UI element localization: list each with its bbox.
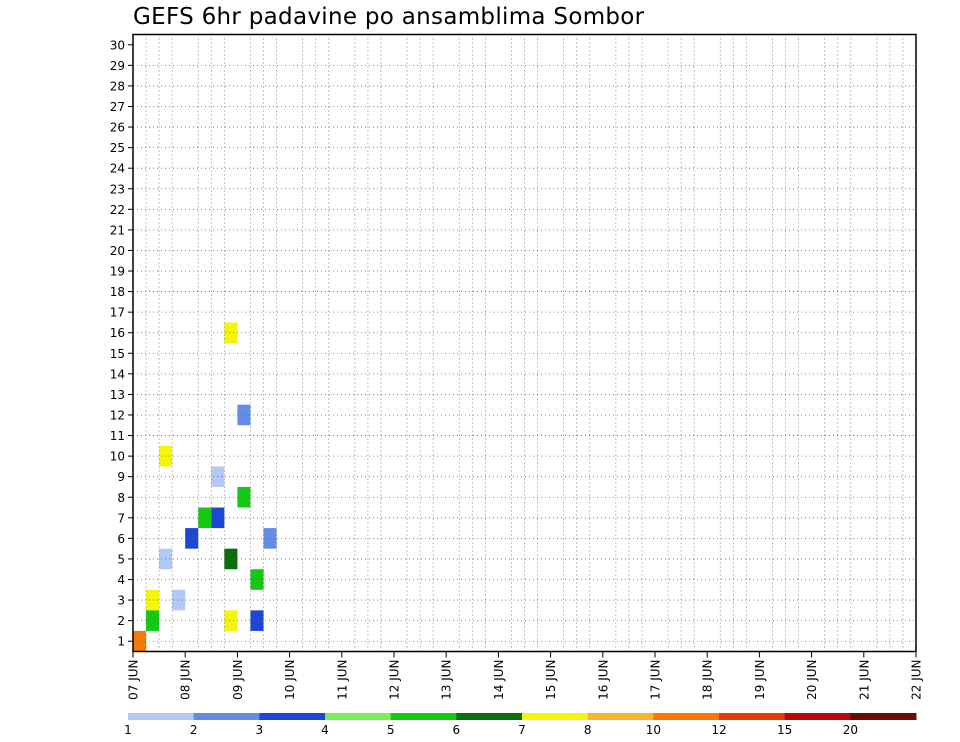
heatmap-cell: [146, 589, 160, 611]
y-tick-label: 7: [117, 511, 125, 525]
y-tick-label: 11: [110, 429, 125, 443]
x-tick-label: 09 JUN: [231, 660, 245, 700]
x-tick-label: 07 JUN: [127, 660, 141, 700]
colorbar-label: 20: [843, 723, 858, 737]
heatmap-cells: [133, 322, 277, 652]
heatmap-cell: [237, 404, 251, 426]
y-tick-label: 21: [110, 223, 125, 237]
colorbar-label: 5: [387, 723, 395, 737]
y-tick-label: 12: [110, 408, 125, 422]
y-tick-label: 25: [110, 141, 125, 155]
heatmap-cell: [198, 507, 212, 529]
heatmap-cell: [146, 610, 160, 631]
colorbar-swatch: [193, 713, 260, 720]
y-tick-label: 1: [117, 635, 125, 649]
y-tick-label: 6: [117, 532, 125, 546]
y-tick-label: 14: [110, 367, 125, 381]
x-axis: 07 JUN 08 JUN 09 JUN 10 JUN 11 JUN 12 JUN 13 J…: [127, 651, 924, 700]
grid-lines: [133, 34, 916, 652]
heatmap-cell: [237, 486, 251, 508]
colorbar-label: 1: [124, 723, 132, 737]
colorbar-swatch: [325, 713, 392, 720]
y-tick-label: 3: [117, 594, 125, 608]
colorbar-label: 2: [190, 723, 198, 737]
y-tick-label: 16: [110, 326, 125, 340]
chart-title: GEFS 6hr padavine po ansamblima Sombor: [133, 4, 645, 30]
y-tick-label: 2: [117, 614, 125, 628]
colorbar-label: 7: [518, 723, 526, 737]
y-tick-label: 27: [110, 100, 125, 114]
y-tick-label: 8: [117, 491, 125, 505]
colorbar-label: 10: [646, 723, 661, 737]
heatmap-cell: [263, 528, 277, 549]
x-tick-label: 20 JUN: [805, 660, 819, 700]
y-tick-label: 10: [110, 450, 125, 464]
x-tick-label: 17 JUN: [649, 660, 663, 700]
colorbar-label: 4: [321, 723, 329, 737]
heatmap-cell: [172, 589, 186, 611]
x-tick-label: 22 JUN: [910, 660, 924, 700]
colorbar-swatch: [653, 713, 720, 720]
colorbar-label: 15: [777, 723, 792, 737]
colorbar-swatch: [128, 713, 195, 720]
x-tick-label: 18 JUN: [701, 660, 715, 700]
heatmap-cell: [185, 528, 199, 549]
y-tick-label: 29: [110, 59, 125, 73]
colorbar-swatch: [850, 713, 917, 720]
y-tick-label: 30: [110, 38, 125, 52]
colorbar-label: 3: [256, 723, 264, 737]
heatmap-cell: [250, 569, 264, 590]
y-tick-label: 17: [110, 306, 125, 320]
heatmap-cell: [224, 322, 238, 343]
y-tick-label: 18: [110, 285, 125, 299]
heatmap-cell: [224, 548, 238, 570]
heatmap-cell: [133, 630, 147, 652]
y-tick-label: 9: [117, 470, 125, 484]
x-tick-label: 16 JUN: [596, 660, 610, 700]
colorbar-swatch: [522, 713, 589, 720]
colorbar-swatch: [719, 713, 786, 720]
x-tick-label: 21 JUN: [857, 660, 871, 700]
y-tick-label: 15: [110, 347, 125, 361]
colorbar-label: 6: [453, 723, 461, 737]
x-tick-label: 19 JUN: [753, 660, 767, 700]
x-tick-label: 14 JUN: [492, 660, 506, 700]
y-tick-label: 4: [117, 573, 125, 587]
colorbar-swatch: [587, 713, 654, 720]
x-tick-label: 15 JUN: [544, 660, 558, 700]
heatmap-cell: [250, 610, 264, 631]
y-tick-label: 23: [110, 182, 125, 196]
y-tick-label: 28: [110, 79, 125, 93]
colorbar-swatch: [456, 713, 523, 720]
plot-frame: [132, 33, 917, 653]
colorbar-swatch: [259, 713, 326, 720]
x-tick-label: 13 JUN: [440, 660, 454, 700]
y-tick-label: 24: [110, 162, 125, 176]
heatmap-cell: [224, 610, 238, 631]
y-tick-label: 19: [110, 265, 125, 279]
x-tick-label: 11 JUN: [335, 660, 349, 700]
y-tick-label: 5: [117, 552, 125, 566]
x-tick-label: 12 JUN: [388, 660, 402, 700]
x-tick-label: 08 JUN: [179, 660, 193, 700]
colorbar: 1 2 3 4 5 6 7 8 10 12 15 20: [124, 713, 917, 737]
y-tick-label: 20: [110, 244, 125, 258]
colorbar-swatch: [390, 713, 457, 720]
y-tick-label: 13: [110, 388, 125, 402]
y-tick-label: 26: [110, 121, 125, 135]
y-tick-label: 22: [110, 203, 125, 217]
y-axis: 1234567891011121314151617181920212223242…: [110, 38, 133, 649]
colorbar-label: 12: [711, 723, 726, 737]
x-tick-label: 10 JUN: [283, 660, 297, 700]
colorbar-label: 8: [584, 723, 592, 737]
colorbar-swatch: [784, 713, 851, 720]
